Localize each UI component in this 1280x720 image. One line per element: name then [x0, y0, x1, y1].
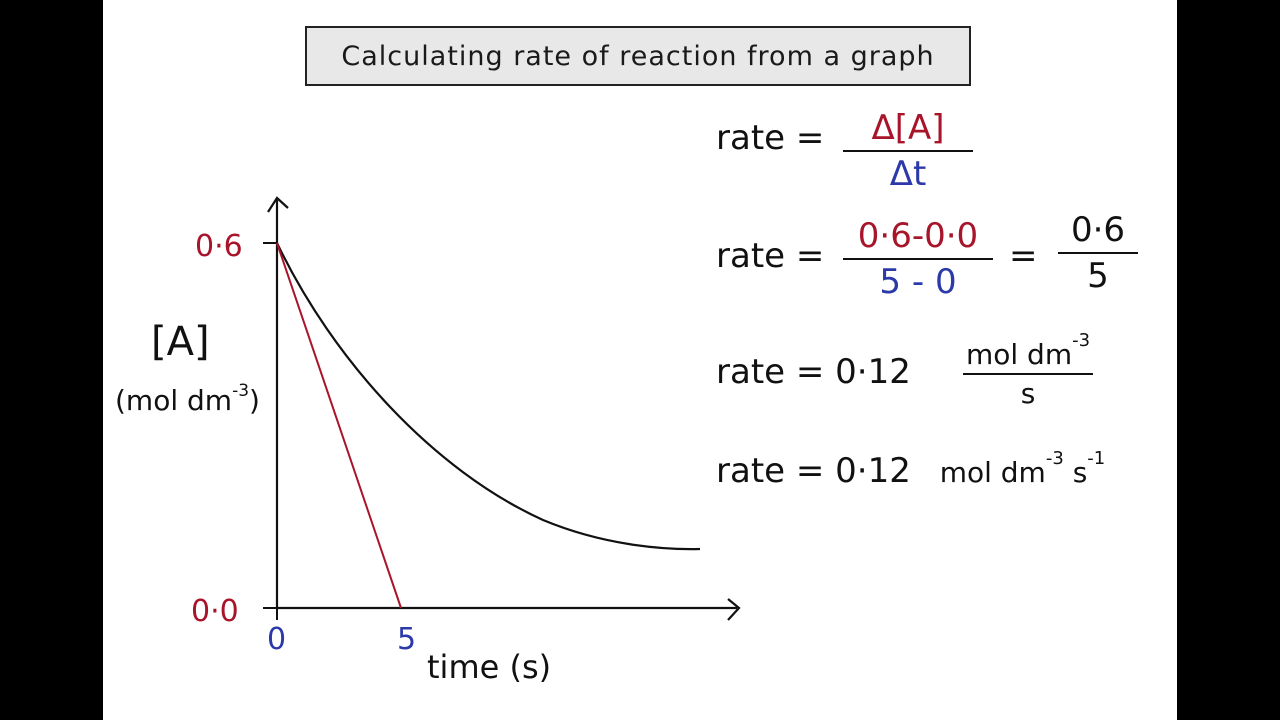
y-axis-label: [A] [151, 319, 210, 365]
y-axis-units: (mol dm-3) [115, 381, 260, 417]
eq3-unit-numerator: mol dm-3 [963, 330, 1093, 371]
tangent-line [276, 242, 402, 609]
eq1-denominator: Δt [889, 154, 927, 194]
x-tick-label-zero: 0 [267, 622, 286, 657]
eq1-lhs: rate = [716, 118, 825, 158]
eq2-denominator: 5 - 0 [879, 262, 957, 302]
eq2-lhs: rate = [716, 236, 825, 276]
decay-curve [276, 242, 701, 551]
concentration-time-graph: 0·6 0·0 0 5 [A] (mol dm-3) time (s) [115, 196, 741, 686]
eq4-unit-s: s [1072, 456, 1088, 489]
eq3-bar [963, 373, 1093, 375]
eq4: rate = 0·12 mol dm-3 s-1 [716, 448, 1105, 491]
eq2-equals: = [1009, 236, 1038, 276]
x-axis-arrow [727, 598, 741, 621]
eq1-fraction: Δ[A] Δt [843, 108, 973, 194]
eq2-fraction-right: 0·6 5 [1058, 210, 1138, 296]
eq2-bar2 [1058, 252, 1138, 254]
y-axis-units-exp: -3 [232, 381, 249, 401]
y-axis-units-text: (mol dm [115, 384, 232, 417]
eq3-unit-denominator: s [1020, 377, 1036, 410]
eq2-denominator2: 5 [1087, 256, 1109, 296]
eq3-unit-num-text: mol dm [965, 338, 1073, 371]
whiteboard-page: Calculating rate of reaction from a grap… [103, 0, 1177, 720]
eq4-unit: mol dm-3 s-1 [939, 448, 1106, 489]
x-tick-label-five: 5 [397, 622, 416, 657]
x-axis-label: time (s) [427, 648, 551, 686]
eq2-numerator: 0·6-0·0 [857, 216, 979, 256]
eq2-numerator2: 0·6 [1070, 210, 1126, 250]
y-axis-units-close: ) [249, 384, 260, 417]
y-tick-label-bottom: 0·0 [191, 594, 239, 629]
eq4-lhs: rate = 0·12 [716, 451, 911, 491]
eq4-unit-exp: -3 [1045, 448, 1064, 469]
y-tick-label-top: 0·6 [195, 229, 243, 264]
eq2-bar [843, 258, 993, 260]
eq4-unit-s-exp: -1 [1087, 448, 1106, 469]
y-axis-arrow [267, 196, 289, 213]
eq3-unit-fraction: mol dm-3 s [963, 330, 1093, 410]
eq3-lhs: rate = 0·12 [716, 352, 911, 392]
eq2-fraction-left: 0·6-0·0 5 - 0 [843, 216, 993, 302]
eq1-bar [843, 150, 973, 152]
eq4-unit-text: mol dm [939, 456, 1046, 489]
eq3-unit-num-exp: -3 [1072, 330, 1091, 351]
eq1-numerator: Δ[A] [871, 108, 945, 148]
page-title: Calculating rate of reaction from a grap… [305, 26, 971, 86]
